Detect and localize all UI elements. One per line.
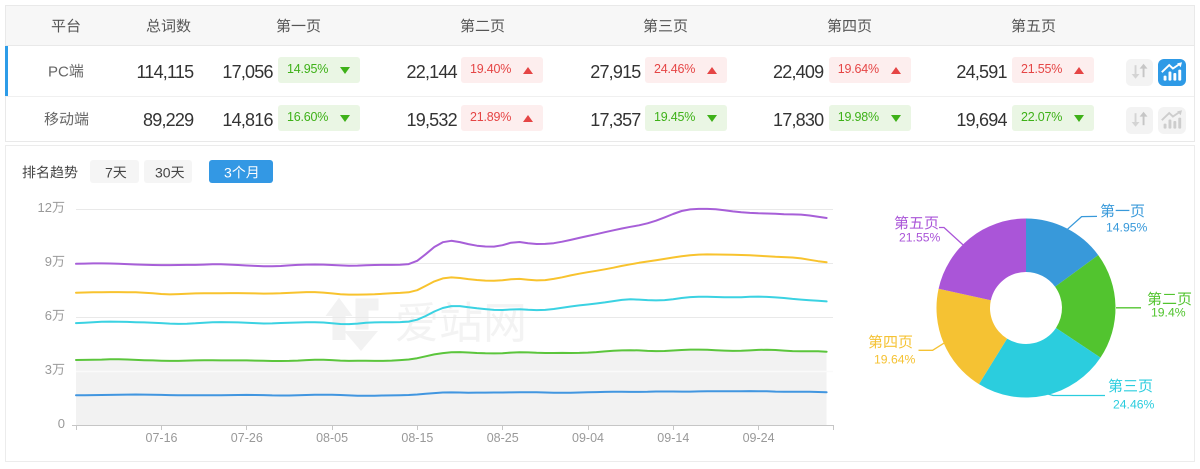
svg-text:12: 12 <box>38 200 52 215</box>
svg-text:08-25: 08-25 <box>487 431 519 445</box>
svg-text:14.95%: 14.95% <box>1106 220 1147 234</box>
svg-text:PC: PC <box>48 63 69 80</box>
svg-text:19.4%: 19.4% <box>1151 305 1186 319</box>
svg-text:9: 9 <box>45 254 52 269</box>
svg-text:09-14: 09-14 <box>657 431 689 445</box>
svg-text:3: 3 <box>45 362 52 377</box>
svg-text:08-05: 08-05 <box>316 431 348 445</box>
svg-text:08-15: 08-15 <box>401 431 433 445</box>
svg-text:0: 0 <box>58 416 65 431</box>
svg-text:19.64%: 19.64% <box>874 352 915 366</box>
svg-text:7: 7 <box>105 164 113 180</box>
svg-text:24.46%: 24.46% <box>1113 397 1154 411</box>
svg-text:6: 6 <box>45 308 52 323</box>
svg-text:07-16: 07-16 <box>146 431 178 445</box>
svg-text:3: 3 <box>224 164 232 180</box>
svg-text:09-04: 09-04 <box>572 431 604 445</box>
svg-text:21.55%: 21.55% <box>899 230 940 244</box>
svg-text:09-24: 09-24 <box>743 431 775 445</box>
svg-text:07-26: 07-26 <box>231 431 263 445</box>
svg-text:30: 30 <box>155 164 171 180</box>
